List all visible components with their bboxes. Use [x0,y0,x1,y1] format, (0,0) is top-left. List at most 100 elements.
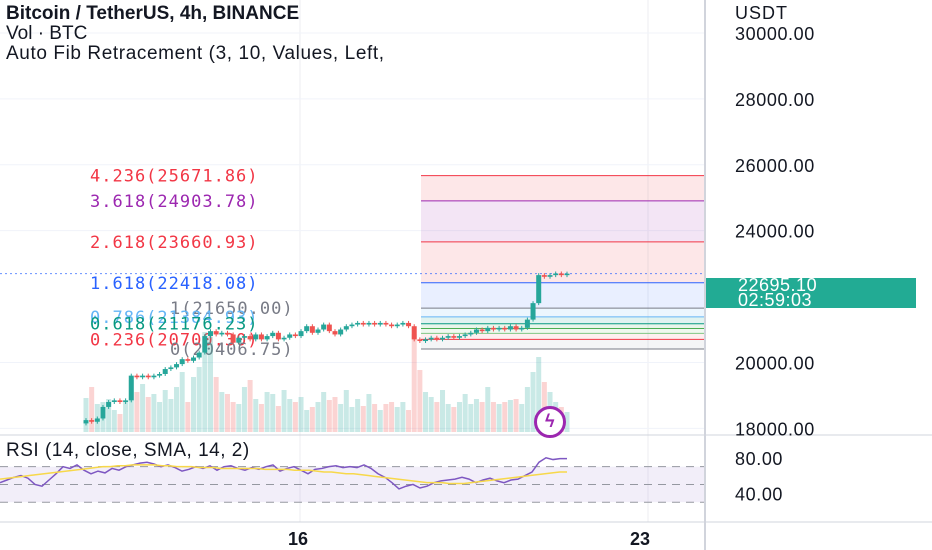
candle-body [117,400,123,402]
candle-body [372,322,378,325]
symbol-title[interactable]: Bitcoin / TetherUS, 4h, BINANCE [6,3,300,24]
volume-bar [462,394,468,432]
volume-bar [219,392,225,432]
candle-body [100,406,106,419]
volume-bar [123,402,129,432]
volume-bar [128,380,134,432]
candle-body [185,359,191,361]
candle-body [468,332,474,335]
candle-body [191,357,197,361]
chart-legend: Bitcoin / TetherUS, 4h, BINANCE Vol · BT… [6,4,385,64]
rsi-legend[interactable]: RSI (14, close, SMA, 14, 2) [6,440,250,461]
volume-bar [400,402,406,432]
candle-body [207,331,213,337]
volume-bar [332,397,338,432]
volume-bar [111,410,117,432]
fib-label: 4.236(25671.86) [90,167,259,187]
volume-bar [89,387,95,432]
fib-retracement-zone [421,175,705,350]
y-tick-label: 26000.00 [735,156,815,176]
volume-bar [151,394,157,432]
volume-bar [451,407,457,432]
candle-body [394,324,400,327]
candle-body [281,337,287,340]
fib-band [421,328,705,334]
candle-body [496,327,502,330]
volume-bar [207,337,213,432]
candle-body [332,331,338,335]
candle-body [241,336,247,338]
volume-bar [168,399,174,432]
volume-bar [524,387,530,432]
candle-body [275,332,281,340]
volume-bar [224,394,230,432]
volume-bar [485,387,491,432]
fib-band [421,333,705,340]
y-tick-label: 18000.00 [735,419,815,439]
candle-body [304,326,310,332]
y-tick-label: 28000.00 [735,90,815,110]
candle-body [168,367,174,370]
candle-body [343,326,349,330]
candle-body [536,275,542,304]
fib-band [421,282,705,309]
volume-bar [519,404,525,432]
candle-body [134,375,140,378]
volume-bar [258,404,264,432]
candle-body [83,420,89,424]
candle-body [456,336,462,338]
volume-bar [349,407,355,432]
volume-legend[interactable]: Vol · BTC [6,23,88,44]
volume-bar [202,332,208,432]
candle-body [151,375,157,378]
volume-bar [145,397,151,432]
fib-label: 3.618(24903.78) [90,192,259,212]
candle-body [145,375,151,378]
candle-body [519,327,525,330]
candle-body [547,275,553,277]
volume-bar [372,404,378,432]
volume-bar [247,380,253,432]
volume-bar [394,407,400,432]
bar-countdown: 02:59:03 [738,290,813,310]
candle-body [479,329,485,332]
fib-label: 0.618(21176.23) [90,315,259,335]
candle-body [196,352,202,358]
candle-body [298,331,304,337]
candlestick-series [83,271,570,426]
fib-band [421,200,705,242]
volume-bar [496,404,502,432]
volume-bar [157,402,163,432]
candle-body [224,332,230,335]
candle-body [355,322,361,325]
candle-body [417,339,423,342]
volume-bar [338,404,344,432]
candle-body [236,337,242,343]
candle-body [553,273,559,276]
candle-body [253,334,259,340]
candle-body [349,324,355,327]
x-tick-label: 16 [288,529,308,549]
lightning-bolt-icon[interactable]: ϟ [534,406,566,438]
volume-bar [106,399,112,432]
candle-body [338,329,344,335]
volume-bar [292,402,298,432]
rsi-ma-line [0,464,567,485]
candle-body [219,332,225,335]
fib-band [421,241,705,283]
fib-label: 0.236(20700.30) [90,330,259,350]
candle-body [423,339,429,342]
candle-body [400,322,406,325]
candle-body [377,322,383,325]
volume-bar [406,410,412,432]
volume-bar [304,410,310,432]
fib-indicator-legend[interactable]: Auto Fib Retracement (3, 10, Values, Lef… [6,43,385,64]
candle-body [451,336,457,338]
volume-bar [513,399,519,432]
last-price: 22695.10 [738,275,818,295]
fib-band [421,308,705,317]
volume-bar [275,406,281,432]
volume-bar [298,397,304,432]
